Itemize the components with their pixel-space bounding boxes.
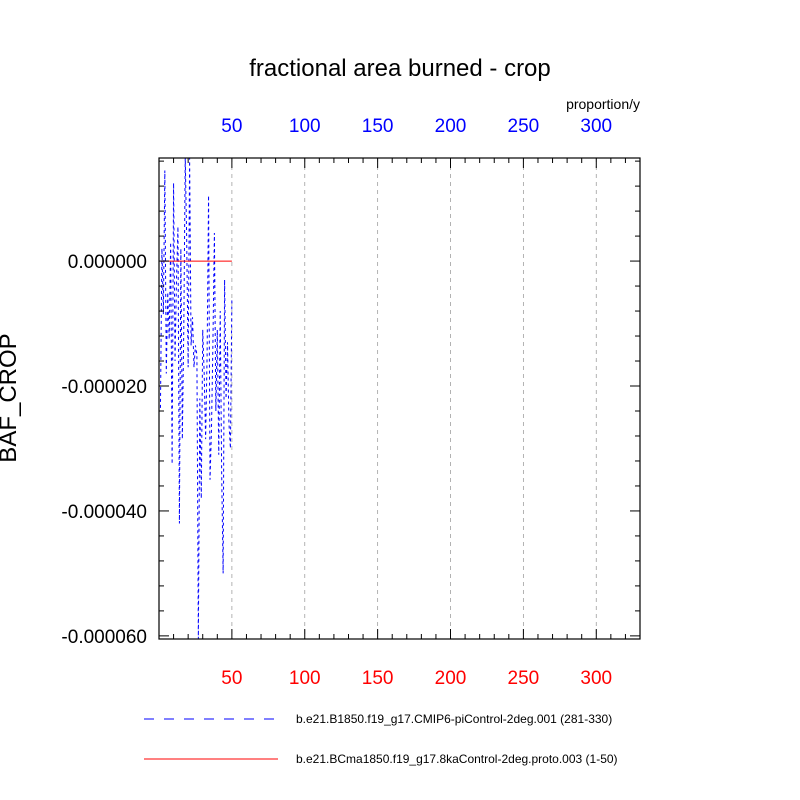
x-tick-label-top-250: 250 xyxy=(508,116,540,137)
legend-label-series-1: b.e21.B1850.f19_g17.CMIP6-piControl-2deg… xyxy=(296,712,612,726)
y-tick-label-0: 0.000000 xyxy=(68,252,147,273)
y-tick-label-2: -0.000040 xyxy=(61,502,147,523)
chart-title: fractional area burned - crop xyxy=(249,55,551,82)
legend: b.e21.B1850.f19_g17.CMIP6-piControl-2deg… xyxy=(144,712,618,766)
x-tick-label-bottom-300: 300 xyxy=(580,668,612,689)
tick-labels: 50 50 100 100 150 150 200 200 250 250 300 300 0.0000… xyxy=(61,116,612,689)
x-tick-label-top-50: 50 xyxy=(221,116,242,137)
series-line-1 xyxy=(159,158,233,639)
x-gridlines xyxy=(231,158,597,639)
x-tick-label-top-300: 300 xyxy=(580,116,612,137)
x-tick-label-top-150: 150 xyxy=(362,116,394,137)
legend-label-series-2: b.e21.BCma1850.f19_g17.8kaControl-2deg.p… xyxy=(296,752,618,766)
x-tick-label-bottom-100: 100 xyxy=(289,668,321,689)
y-tick-label-3: -0.000060 xyxy=(61,627,147,648)
y-axis-label: BAF_CROP xyxy=(0,333,22,462)
x-tick-label-bottom-150: 150 xyxy=(362,668,394,689)
x-tick-label-top-200: 200 xyxy=(435,116,467,137)
axis-ticks xyxy=(159,158,640,639)
x-tick-label-bottom-250: 250 xyxy=(508,668,540,689)
units-label: proportion/y xyxy=(566,96,640,112)
series-layer xyxy=(159,158,233,639)
x-tick-label-bottom-50: 50 xyxy=(221,668,242,689)
x-tick-label-bottom-200: 200 xyxy=(435,668,467,689)
y-tick-label-1: -0.000020 xyxy=(61,377,147,398)
plot-frame xyxy=(158,157,641,640)
x-tick-label-top-100: 100 xyxy=(289,116,321,137)
